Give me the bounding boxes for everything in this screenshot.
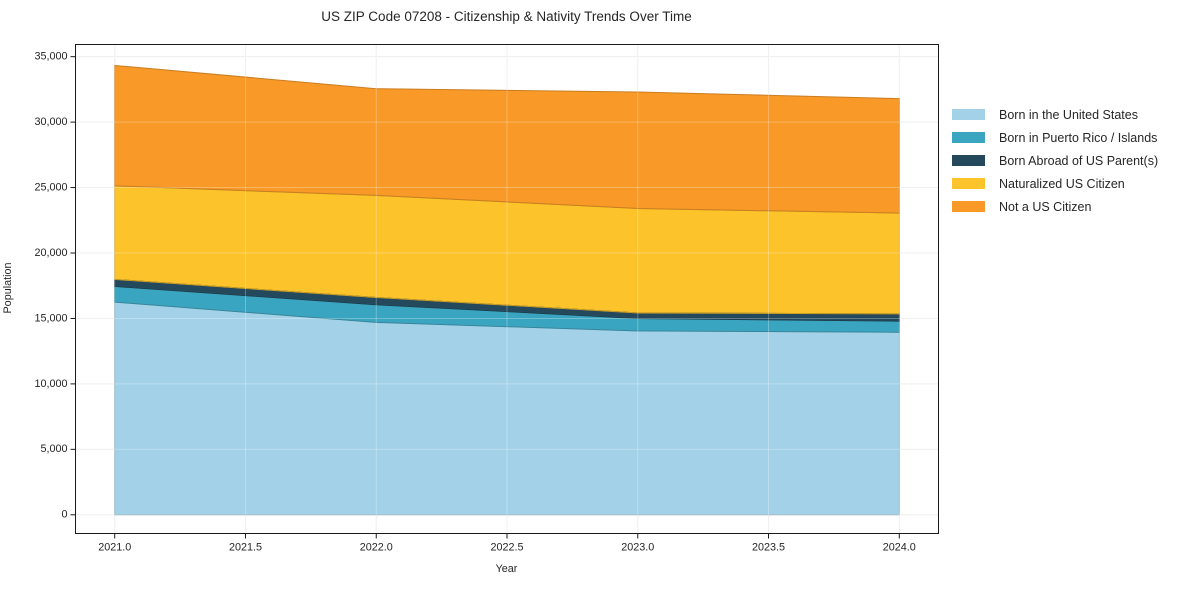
area-naturalized-us-citizen [114, 185, 900, 314]
x-tick-label: 2021.5 [229, 542, 262, 554]
legend-swatch-icon [952, 201, 985, 212]
area-born-abroad-of-us-parent-s [114, 279, 900, 322]
legend-label: Not a US Citizen [999, 199, 1092, 214]
y-axis-label: Population [2, 262, 14, 314]
area-not-a-us-citizen [114, 65, 900, 214]
legend-label: Born in the United States [999, 107, 1138, 122]
legend-swatch-icon [952, 132, 985, 143]
legend-item-naturalized-us-citizen: Naturalized US Citizen [952, 172, 1158, 195]
y-tick-label: 10,000 [34, 378, 67, 390]
chart-title: US ZIP Code 07208 - Citizenship & Nativi… [321, 9, 692, 24]
legend-swatch-icon [952, 178, 985, 189]
area-outline-not-a-us-citizen [114, 64, 900, 214]
legend-label: Born in Puerto Rico / Islands [999, 130, 1158, 145]
legend-swatch-icon [952, 155, 985, 166]
y-tick-label: 15,000 [34, 312, 67, 324]
x-tick-label: 2023.5 [752, 542, 785, 554]
legend-swatch-icon [952, 109, 985, 120]
legend-item-born-in-the-united-states: Born in the United States [952, 103, 1158, 126]
y-tick-label: 5,000 [40, 443, 67, 455]
area-born-in-puerto-rico-islands [114, 286, 900, 333]
legend-item-born-abroad-of-us-parent-s: Born Abroad of US Parent(s) [952, 149, 1158, 172]
x-tick-label: 2022.5 [490, 542, 523, 554]
legend-label: Naturalized US Citizen [999, 176, 1125, 191]
y-tick-label: 30,000 [34, 116, 67, 128]
legend-item-born-in-puerto-rico-islands: Born in Puerto Rico / Islands [952, 126, 1158, 149]
legend-item-not-a-us-citizen: Not a US Citizen [952, 195, 1158, 218]
area-born-in-the-united-states [114, 302, 900, 515]
x-tick-label: 2023.0 [621, 542, 654, 554]
y-tick-label: 0 [61, 509, 67, 521]
x-axis-label: Year [495, 563, 518, 575]
x-tick-label: 2021.0 [98, 542, 131, 554]
legend: Born in the United States Born in Puerto … [952, 103, 1158, 218]
y-tick-label: 35,000 [34, 51, 67, 63]
y-tick-label: 25,000 [34, 181, 67, 193]
x-tick-label: 2024.0 [883, 542, 916, 554]
x-tick-label: 2022.0 [360, 542, 393, 554]
y-tick-label: 20,000 [34, 247, 67, 259]
legend-label: Born Abroad of US Parent(s) [999, 153, 1159, 168]
